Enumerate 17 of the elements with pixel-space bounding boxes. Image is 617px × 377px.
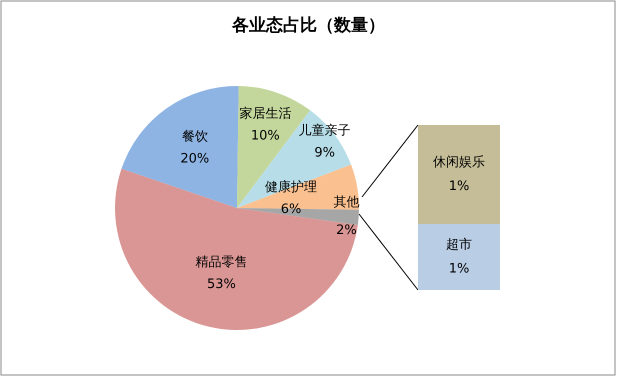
slice-label: 健康护理: [265, 180, 318, 195]
slice-label: 餐饮: [182, 130, 208, 145]
slice-label: 其他: [333, 194, 360, 210]
data-label: 20%: [180, 152, 210, 167]
slice-label: 儿童亲子: [298, 122, 351, 138]
series-label: 休闲娱乐: [433, 155, 485, 170]
slice-label: 家居生活: [239, 105, 292, 122]
data-label: 1%: [448, 179, 470, 194]
chart-title: 各业态占比（数量）: [231, 16, 385, 36]
data-label: 6%: [280, 202, 302, 217]
series-label: 超市: [446, 238, 472, 252]
data-label: 1%: [448, 262, 470, 276]
data-label: 53%: [206, 276, 236, 292]
data-label: 9%: [314, 145, 336, 160]
data-label: 2%: [336, 222, 357, 238]
slice-label: 精品零售: [195, 254, 248, 270]
data-label: 10%: [250, 128, 280, 144]
